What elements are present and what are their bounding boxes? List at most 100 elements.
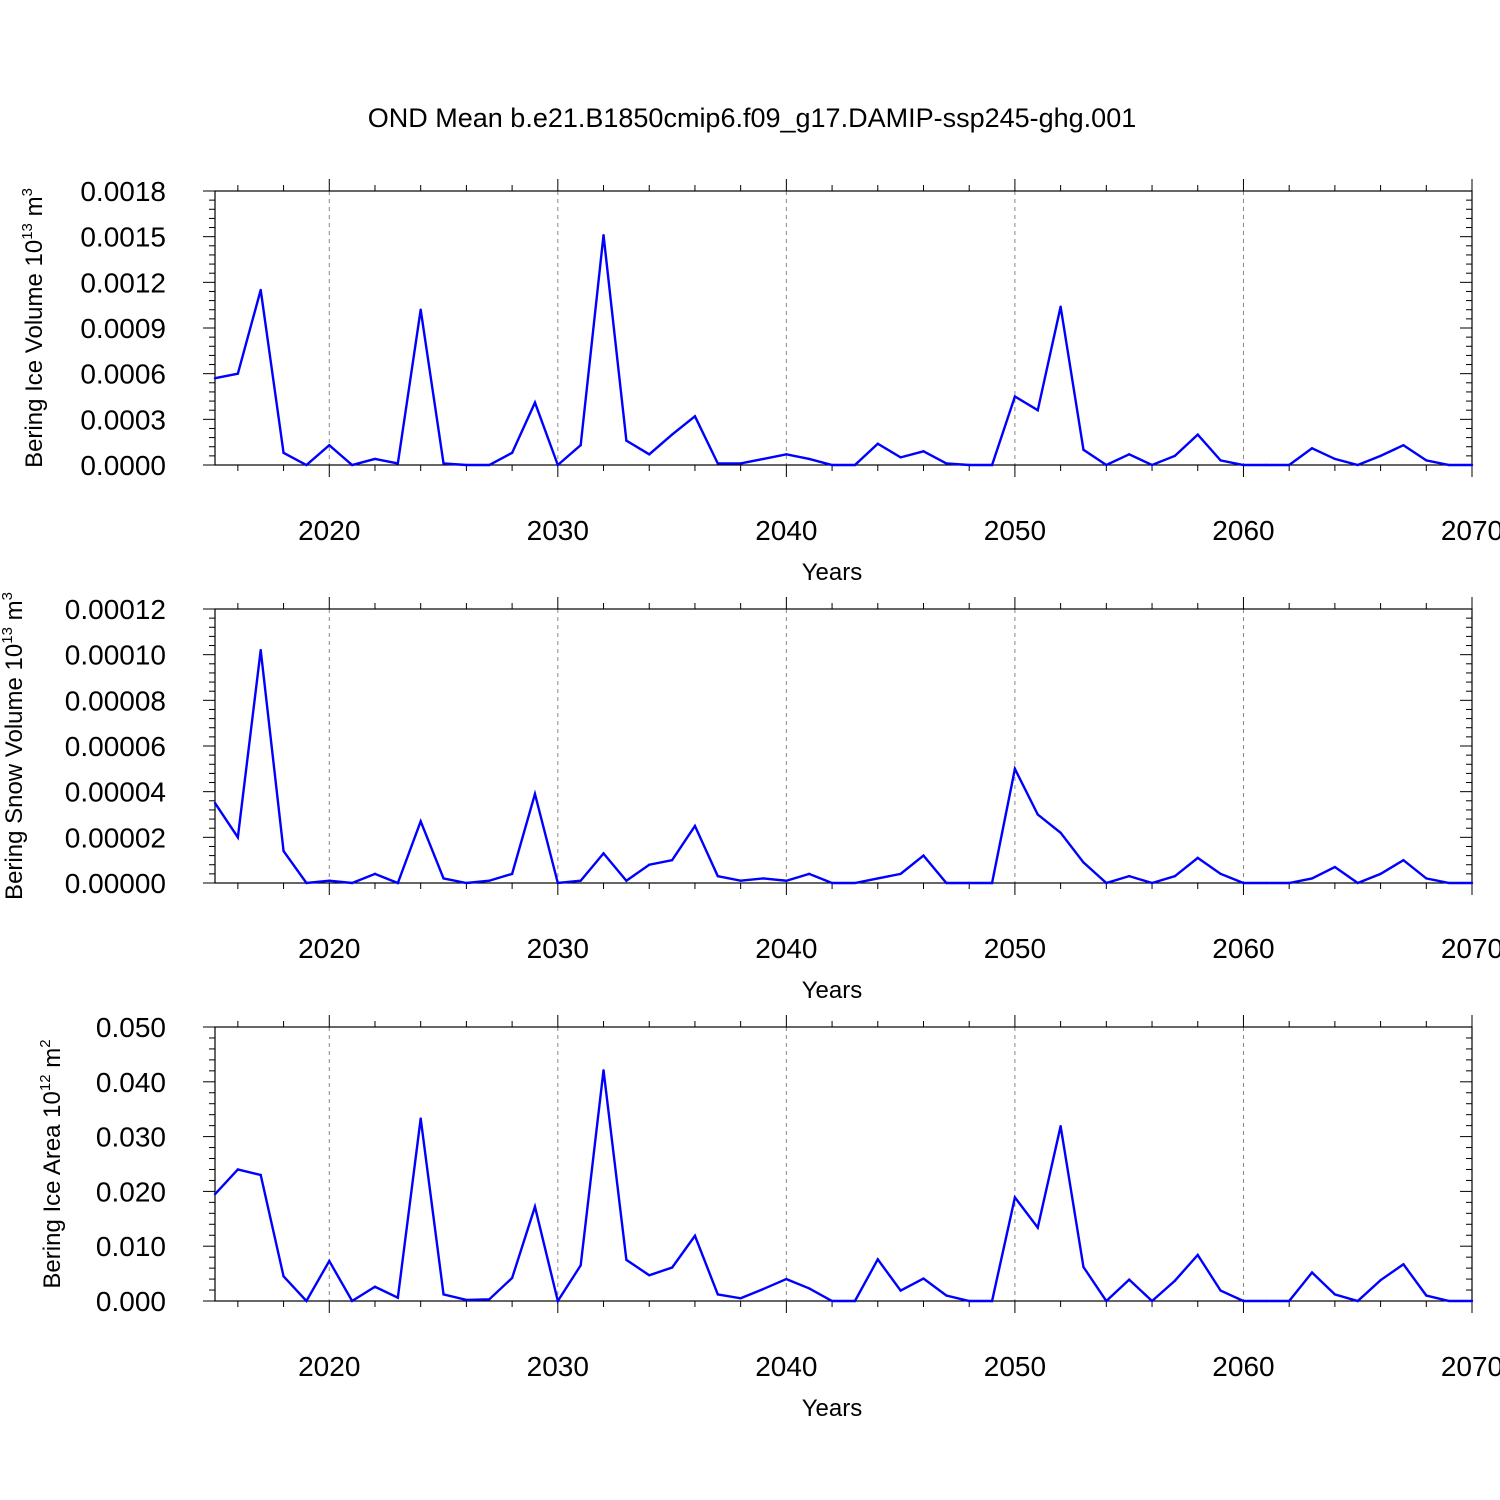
data-point [1150, 881, 1154, 885]
data-point [396, 1296, 400, 1299]
data-point [328, 444, 331, 447]
data-point [305, 881, 308, 885]
x-tick-label: 2040 [755, 515, 817, 546]
data-point [968, 463, 971, 467]
data-point [602, 233, 605, 237]
data-point [830, 881, 834, 885]
data-point [670, 858, 674, 862]
x-tick-label: 2050 [984, 1351, 1046, 1382]
y-axis-label-part: Bering Ice Volume 10 [21, 240, 48, 468]
x-tick-label: 2060 [1212, 1351, 1274, 1382]
data-point [899, 456, 902, 459]
data-point [762, 1287, 765, 1291]
data-point [1470, 881, 1474, 885]
data-point [1013, 767, 1017, 771]
data-point [648, 863, 651, 866]
y-tick-label: 0.0015 [80, 222, 166, 253]
data-point [1265, 881, 1268, 885]
data-point [1287, 463, 1291, 467]
data-point [1333, 865, 1337, 869]
data-point [282, 451, 285, 455]
data-point [236, 836, 240, 839]
data-point [1036, 1226, 1039, 1229]
data-point [602, 852, 605, 855]
data-point [442, 877, 445, 880]
x-tick-label: 2070 [1441, 515, 1500, 546]
data-point [1379, 872, 1382, 876]
data-point [1196, 433, 1199, 436]
data-point [510, 872, 514, 876]
data-point [670, 1266, 674, 1269]
data-point [808, 1287, 811, 1290]
data-point [1059, 831, 1062, 834]
data-point [1356, 881, 1359, 885]
chart-panel-3: 0.000 0.010 0.020 0.030 0.040 0.050 2020 2030 20… [37, 1012, 1500, 1422]
data-point [1242, 881, 1245, 885]
y-tick-label: 0.0012 [80, 267, 166, 298]
data-point [1127, 1278, 1131, 1281]
y-tick-label: 0.040 [96, 1067, 166, 1098]
data-point [876, 442, 879, 445]
data-point [648, 453, 651, 456]
data-point [1105, 1299, 1108, 1303]
data-point [373, 1285, 377, 1288]
data-point [899, 872, 902, 876]
data-point [785, 453, 788, 456]
data-point [853, 1299, 857, 1303]
data-point [1059, 305, 1062, 308]
y-tick-label: 0.010 [96, 1231, 166, 1262]
data-point [1310, 1271, 1314, 1274]
data-series-line [214, 235, 1472, 468]
data-point [236, 372, 240, 375]
x-axis-label: Years [802, 1395, 863, 1422]
data-point [853, 463, 857, 467]
data-point [533, 792, 537, 796]
data-point [670, 433, 674, 436]
data-point [1219, 459, 1222, 462]
data-point [465, 463, 468, 467]
data-point [259, 1173, 262, 1177]
y-tick-label: 0.00010 [65, 640, 166, 671]
data-point [556, 881, 560, 885]
plot-frame [214, 608, 1473, 884]
x-tick-label: 2030 [527, 515, 589, 546]
data-point [1265, 463, 1268, 467]
data-point [1333, 1293, 1337, 1296]
chart-panel-1: 0.0000 0.0003 0.0006 0.0009 0.0012 0.0015 0.00… [19, 176, 1500, 586]
y-tick-label: 0.00012 [65, 594, 166, 625]
data-point [968, 881, 971, 885]
data-point [533, 401, 537, 404]
data-point [739, 1297, 742, 1300]
x-tick-label: 2030 [527, 1351, 589, 1382]
y-axis-label-part: Bering Snow Volume 10 [1, 644, 28, 900]
y-tick-label: 0.000 [96, 1286, 166, 1317]
data-point [922, 450, 925, 453]
data-point [305, 1299, 308, 1303]
y-axis-label-part: Bering Ice Area 10 [39, 1091, 66, 1288]
data-point [1173, 1279, 1177, 1282]
y-tick-label: 0.020 [96, 1176, 166, 1207]
data-point [259, 288, 262, 292]
data-point [488, 463, 491, 467]
data-point [419, 820, 422, 823]
data-point [1333, 457, 1337, 461]
y-axis-label: Bering Ice Volume 1013 m3​ [19, 188, 48, 468]
data-point [693, 1234, 697, 1237]
data-point [1219, 872, 1222, 876]
x-axis-label: Years [802, 559, 863, 586]
data-point [1356, 1299, 1359, 1303]
data-point [1265, 1299, 1268, 1303]
data-point [1150, 1299, 1154, 1303]
data-point [922, 1277, 925, 1280]
data-point [373, 457, 377, 461]
data-point [1105, 881, 1108, 885]
data-point [419, 1117, 422, 1120]
x-tick-label: 2070 [1441, 1351, 1500, 1382]
data-point [1287, 1299, 1291, 1303]
data-point [716, 1293, 719, 1296]
data-point [1402, 444, 1405, 447]
data-point [990, 881, 994, 885]
data-point [396, 462, 400, 465]
data-point [350, 881, 354, 885]
